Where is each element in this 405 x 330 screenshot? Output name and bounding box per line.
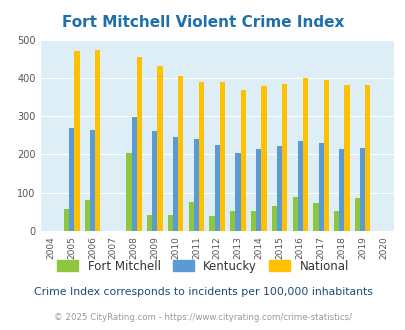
Bar [69,128,74,231]
Bar [333,211,339,231]
Bar [152,131,157,231]
Bar [240,90,245,231]
Bar [276,147,281,231]
Bar [318,143,323,231]
Bar [126,153,131,231]
Bar [64,209,69,231]
Bar [250,211,256,231]
Bar [214,145,219,231]
Bar [359,148,364,231]
Bar [167,214,173,231]
Bar [302,78,307,231]
Bar [136,57,141,231]
Text: Crime Index corresponds to incidents per 100,000 inhabitants: Crime Index corresponds to incidents per… [34,287,371,297]
Bar [354,198,359,231]
Bar [178,76,183,231]
Bar [343,85,349,231]
Legend: Fort Mitchell, Kentucky, National: Fort Mitchell, Kentucky, National [52,255,353,278]
Bar [271,206,276,231]
Bar [292,197,297,231]
Bar [173,137,178,231]
Bar [188,202,193,231]
Bar [297,141,302,231]
Bar [90,130,95,231]
Bar [157,66,162,231]
Bar [193,139,198,231]
Bar [219,82,224,231]
Bar [235,153,240,231]
Bar [364,85,369,231]
Bar [281,84,287,231]
Bar [313,203,318,231]
Bar [198,82,204,231]
Bar [339,149,343,231]
Bar [209,216,214,231]
Bar [95,50,100,231]
Bar [74,51,79,231]
Bar [256,149,261,231]
Bar [85,200,90,231]
Bar [230,211,235,231]
Bar [261,86,266,231]
Bar [147,214,152,231]
Bar [323,80,328,231]
Bar [131,116,136,231]
Text: © 2025 CityRating.com - https://www.cityrating.com/crime-statistics/: © 2025 CityRating.com - https://www.city… [54,313,351,322]
Text: Fort Mitchell Violent Crime Index: Fort Mitchell Violent Crime Index [62,15,343,30]
